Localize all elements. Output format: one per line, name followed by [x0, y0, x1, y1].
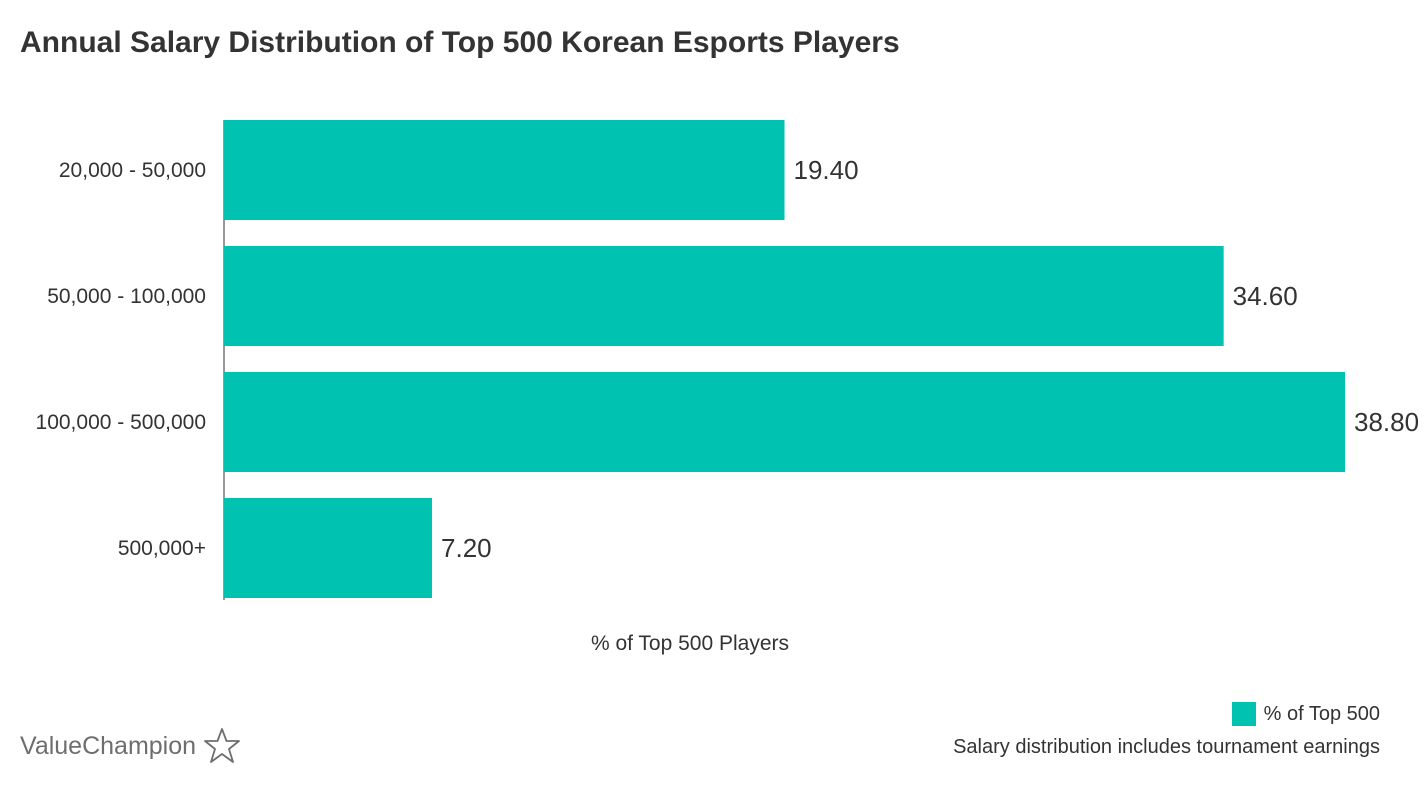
- x-axis-label: % of Top 500 Players: [590, 632, 790, 655]
- chart-title: Annual Salary Distribution of Top 500 Ko…: [20, 26, 900, 59]
- category-label: 500,000+: [118, 537, 206, 560]
- value-label: 38.80: [1354, 407, 1419, 437]
- category-label: 20,000 - 50,000: [59, 159, 206, 182]
- legend-label: % of Top 500: [1263, 702, 1380, 725]
- bar: [224, 120, 785, 220]
- footnote: Salary distribution includes tournament …: [953, 736, 1380, 758]
- bar: [224, 498, 433, 598]
- category-label: 100,000 - 500,000: [36, 411, 206, 434]
- value-label: 19.40: [794, 155, 859, 185]
- category-label: 50,000 - 100,000: [47, 285, 206, 308]
- brand-name: ValueChampion: [20, 731, 197, 760]
- value-label: 34.60: [1233, 281, 1298, 311]
- legend: % of Top 500: [1231, 702, 1380, 726]
- legend-swatch: [1231, 702, 1256, 726]
- bar: [224, 246, 1224, 346]
- bars-group: 20,000 - 50,000 19.40 50,000 - 100,000 34.6…: [36, 120, 1419, 598]
- bar: [224, 372, 1345, 472]
- star-outline-icon: [204, 728, 240, 763]
- brand-logo: ValueChampion: [20, 726, 242, 766]
- value-label: 7.20: [441, 533, 492, 563]
